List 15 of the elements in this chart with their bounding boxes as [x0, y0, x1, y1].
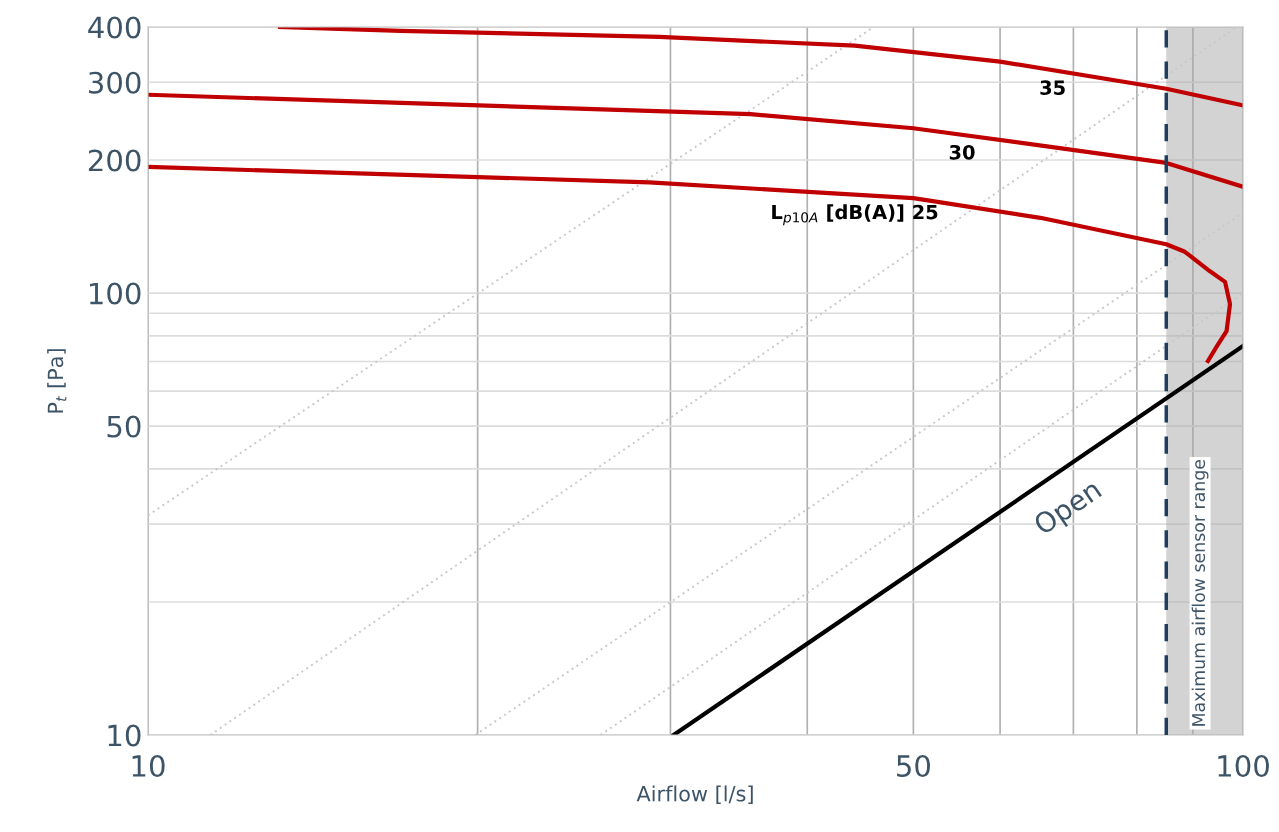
- annotation: 30: [949, 144, 975, 160]
- y-tick-label: 10: [108, 724, 141, 747]
- x-tick-label: 50: [897, 754, 930, 778]
- y-tick-label: 200: [88, 149, 141, 172]
- y-tick-label: 50: [107, 415, 141, 438]
- annotation: 35: [1040, 80, 1065, 95]
- y-tick-label: 400: [88, 16, 141, 39]
- x-axis-title: Airflow [l/s]: [636, 785, 753, 805]
- y-tick-label: 100: [89, 282, 141, 305]
- x-tick-label: 10: [132, 754, 165, 778]
- annotation: L$_{p10A}$ [dB(A)] 25: [772, 204, 938, 226]
- x-tick-label: 100: [1218, 754, 1269, 778]
- band-label: Maximum airflow sensor range: [1191, 459, 1209, 726]
- y-axis-title: P$_{t}$ [Pa]: [47, 349, 67, 413]
- y-tick-label: 300: [89, 71, 141, 94]
